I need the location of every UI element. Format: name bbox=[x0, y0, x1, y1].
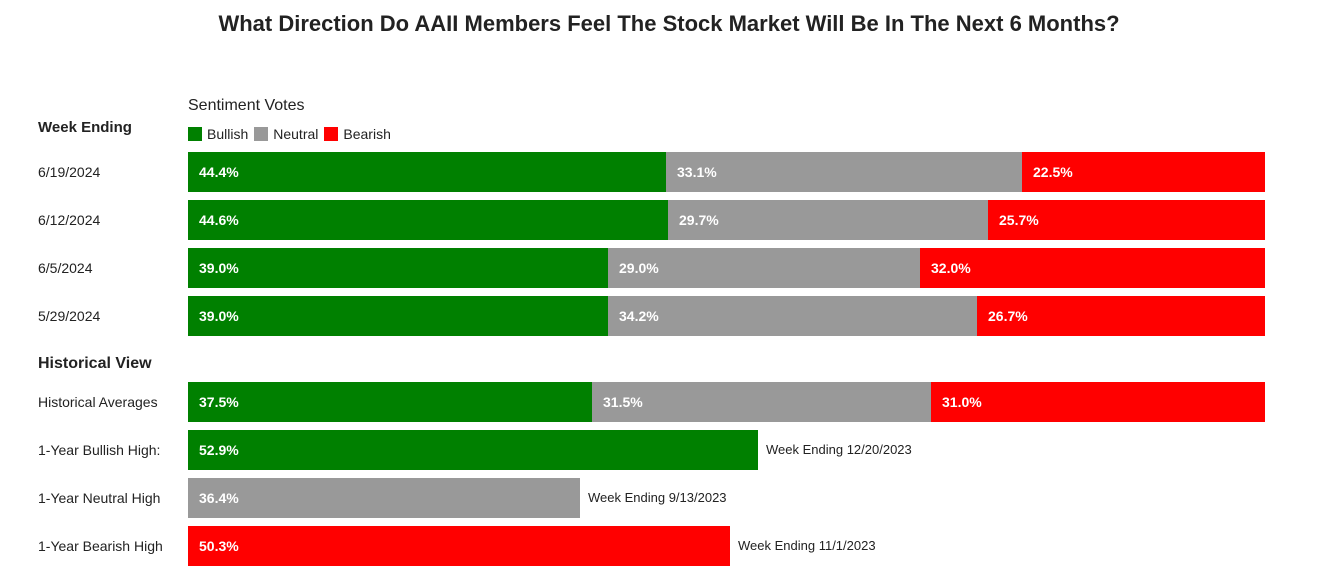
bar-segment-bullish: 39.0% bbox=[188, 248, 608, 288]
row-label: 6/12/2024 bbox=[38, 212, 101, 228]
week-row: 6/19/2024 44.4% 33.1% 22.5% bbox=[0, 152, 1338, 192]
row-label: 1-Year Neutral High bbox=[38, 490, 161, 506]
row-label: 6/19/2024 bbox=[38, 164, 101, 180]
legend-label-bearish: Bearish bbox=[343, 126, 391, 142]
stacked-bar: 44.6% 29.7% 25.7% bbox=[188, 200, 1265, 240]
high-bar: 52.9% bbox=[188, 430, 758, 470]
row-label: 1-Year Bullish High: bbox=[38, 442, 161, 458]
week-row: 5/29/2024 39.0% 34.2% 26.7% bbox=[0, 296, 1338, 336]
bar-segment-bearish: 50.3% bbox=[188, 526, 730, 566]
legend-swatch-bullish bbox=[188, 127, 202, 141]
high-row-neutral: 1-Year Neutral High 36.4% Week Ending 9/13… bbox=[0, 478, 1338, 518]
week-ending-annotation: Week Ending 9/13/2023 bbox=[588, 490, 727, 505]
week-row: 6/12/2024 44.6% 29.7% 25.7% bbox=[0, 200, 1338, 240]
historical-averages-row: Historical Averages 37.5% 31.5% 31.0% bbox=[0, 382, 1338, 422]
stacked-bar: 37.5% 31.5% 31.0% bbox=[188, 382, 1265, 422]
legend-label-neutral: Neutral bbox=[273, 126, 319, 142]
stacked-bar: 39.0% 34.2% 26.7% bbox=[188, 296, 1265, 336]
bar-segment-bearish: 32.0% bbox=[920, 248, 1265, 288]
row-label: Historical Averages bbox=[38, 394, 158, 410]
bar-segment-neutral: 31.5% bbox=[592, 382, 931, 422]
legend-item-bullish: Bullish bbox=[188, 126, 248, 142]
week-ending-annotation: Week Ending 12/20/2023 bbox=[766, 442, 912, 457]
stacked-bar: 44.4% 33.1% 22.5% bbox=[188, 152, 1265, 192]
row-label: 5/29/2024 bbox=[38, 308, 101, 324]
legend-item-bearish: Bearish bbox=[324, 126, 391, 142]
bar-segment-neutral: 36.4% bbox=[188, 478, 580, 518]
bar-segment-bullish: 44.6% bbox=[188, 200, 668, 240]
legend-swatch-neutral bbox=[254, 127, 269, 141]
high-row-bearish: 1-Year Bearish High 50.3% Week Ending 11/1… bbox=[0, 526, 1338, 566]
legend-swatch-bearish bbox=[324, 127, 339, 141]
chart-title: What Direction Do AAII Members Feel The … bbox=[218, 11, 1120, 36]
stacked-bar: 39.0% 29.0% 32.0% bbox=[188, 248, 1265, 288]
bar-segment-bullish: 39.0% bbox=[188, 296, 608, 336]
legend-item-neutral: Neutral bbox=[254, 126, 318, 142]
row-label: 6/5/2024 bbox=[38, 260, 93, 276]
week-ending-annotation: Week Ending 11/1/2023 bbox=[738, 538, 876, 553]
bar-segment-neutral: 29.0% bbox=[608, 248, 920, 288]
bar-segment-bearish: 31.0% bbox=[931, 382, 1265, 422]
bar-segment-neutral: 34.2% bbox=[608, 296, 977, 336]
bar-segment-bullish: 37.5% bbox=[188, 382, 592, 422]
week-ending-header: Week Ending bbox=[38, 119, 132, 136]
bar-segment-bearish: 22.5% bbox=[1022, 152, 1265, 192]
bar-segment-neutral: 33.1% bbox=[666, 152, 1022, 192]
legend: Bullish Neutral Bearish bbox=[188, 126, 397, 142]
week-row: 6/5/2024 39.0% 29.0% 32.0% bbox=[0, 248, 1338, 288]
high-bar: 36.4% bbox=[188, 478, 580, 518]
bar-segment-bearish: 25.7% bbox=[988, 200, 1265, 240]
legend-title: Sentiment Votes bbox=[188, 97, 305, 114]
row-label: 1-Year Bearish High bbox=[38, 538, 163, 554]
bar-segment-bearish: 26.7% bbox=[977, 296, 1265, 336]
bar-segment-bullish: 44.4% bbox=[188, 152, 666, 192]
high-bar: 50.3% bbox=[188, 526, 730, 566]
historical-view-header: Historical View bbox=[38, 355, 152, 372]
legend-label-bullish: Bullish bbox=[207, 126, 249, 142]
bar-segment-bullish: 52.9% bbox=[188, 430, 758, 470]
high-row-bullish: 1-Year Bullish High: 52.9% Week Ending 12/… bbox=[0, 430, 1338, 470]
bar-segment-neutral: 29.7% bbox=[668, 200, 988, 240]
